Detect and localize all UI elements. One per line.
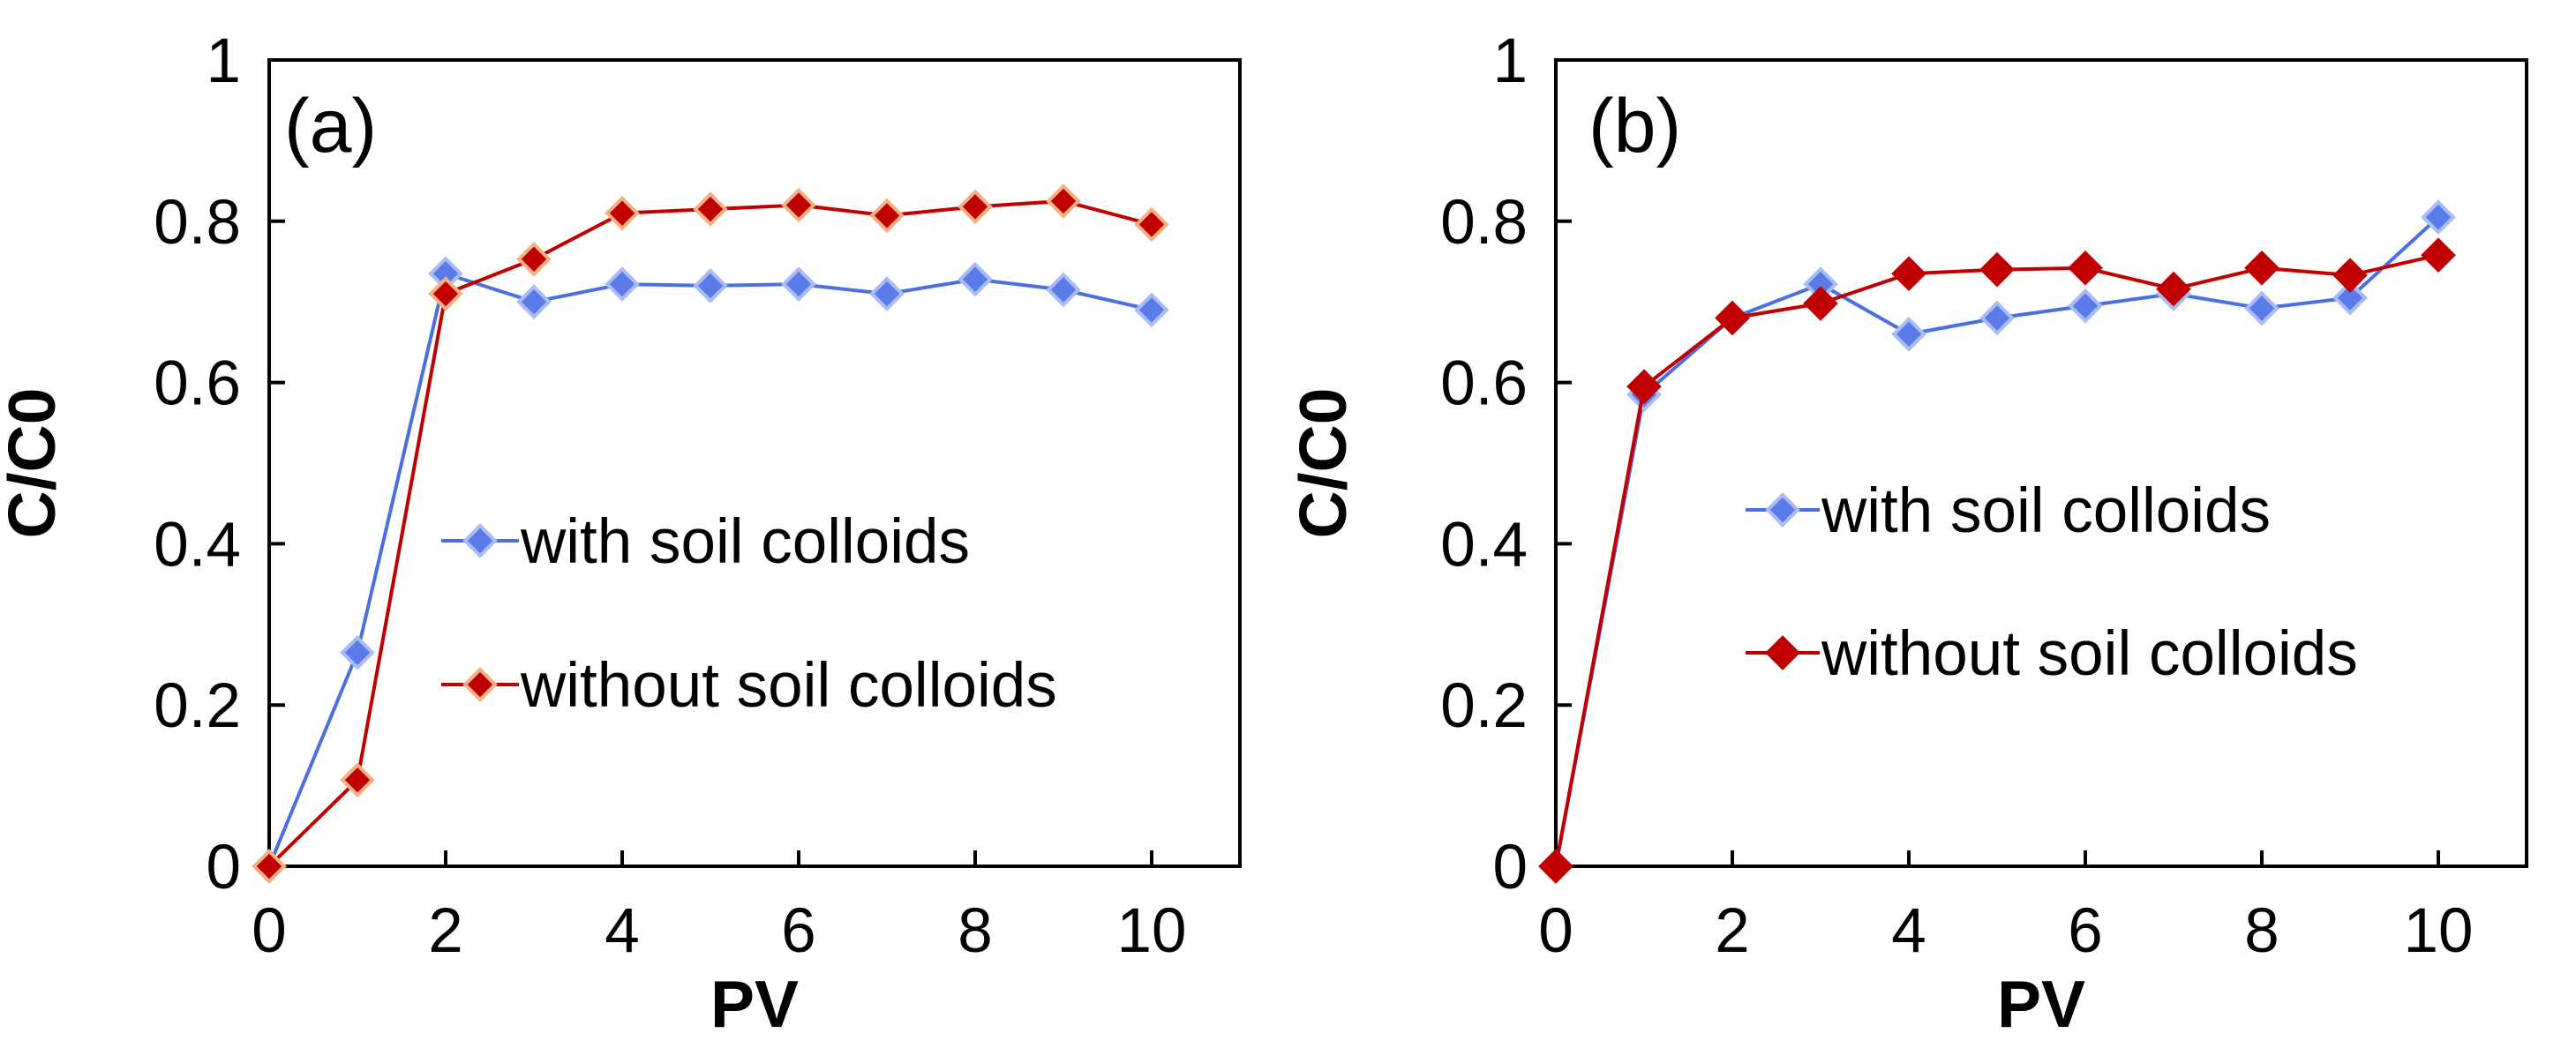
x-tick-label: 8: [958, 896, 993, 966]
data-point: [516, 284, 552, 320]
data-point: [1891, 316, 1926, 352]
series-without-soil-colloids: [1538, 237, 2456, 884]
y-tick-label: 0.4: [1440, 510, 1528, 580]
x-tick-label: 0: [1538, 896, 1573, 966]
data-point: [1979, 300, 2015, 336]
x-tick-label: 2: [428, 896, 463, 966]
data-point: [693, 268, 728, 303]
y-tick-label: 0.6: [154, 349, 241, 419]
x-tick-label: 6: [2068, 896, 2103, 966]
legend: with soil colloids without soil colloids: [1746, 476, 2358, 689]
x-tick-label: 6: [781, 896, 816, 966]
data-point: [2244, 250, 2279, 286]
x-tick-label: 10: [2404, 896, 2474, 966]
data-point: [958, 189, 993, 225]
y-tick-label: 0: [1493, 833, 1528, 902]
data-point: [781, 187, 816, 223]
data-point: [1891, 256, 1926, 292]
x-tick-label: 8: [2244, 896, 2279, 966]
x-tick-label: 2: [1715, 896, 1750, 966]
data-point: [2421, 199, 2456, 236]
x-axis-title: PV: [710, 967, 799, 1041]
x-tick-label: 10: [1117, 896, 1187, 966]
y-tick-label: 0.2: [154, 671, 241, 741]
data-point: [781, 266, 816, 302]
x-tick-label: 0: [252, 896, 287, 966]
y-axis-title: C/C0: [0, 388, 69, 539]
legend-label: with soil colloids: [520, 507, 970, 577]
data-point: [2332, 258, 2368, 293]
plot-frame: [1554, 58, 2528, 868]
data-point: [869, 198, 905, 234]
data-point: [2156, 271, 2191, 307]
legend: with soil colloids without soil colloids: [441, 507, 1057, 721]
legend-label: without soil colloids: [1821, 619, 2358, 689]
data-point: [869, 276, 905, 311]
data-point: [252, 849, 287, 884]
legend-marker: [1765, 492, 1800, 528]
data-point: [2244, 290, 2279, 326]
y-tick-label: 0.6: [1440, 349, 1528, 419]
x-tick-label: 4: [605, 896, 640, 966]
series-line: [1554, 253, 2439, 867]
x-axis-title: PV: [1997, 967, 2085, 1041]
data-point: [2332, 280, 2368, 316]
legend-marker: [1765, 635, 1800, 670]
legend-label: without soil colloids: [520, 651, 1057, 721]
y-tick-label: 0.8: [154, 188, 241, 258]
panel-label: (a): [284, 84, 377, 168]
y-tick-label: 1: [207, 26, 242, 96]
x-tick-label: 4: [1891, 896, 1926, 966]
data-point: [605, 195, 640, 231]
data-point: [1803, 286, 1838, 321]
series-without-soil-colloids: [252, 183, 1169, 884]
y-axis-title: C/C0: [1286, 388, 1360, 539]
data-point: [2421, 237, 2456, 273]
data-point: [693, 191, 728, 227]
data-point: [2068, 288, 2103, 324]
data-point: [516, 241, 552, 277]
data-point: [958, 261, 993, 297]
legend-label: with soil colloids: [1821, 476, 2271, 546]
data-point: [340, 634, 375, 670]
y-tick-label: 0.2: [1440, 671, 1528, 741]
data-point: [1715, 300, 1750, 336]
data-point: [1134, 206, 1169, 243]
data-point: [1046, 183, 1081, 219]
data-point: [428, 276, 463, 311]
series-with-soil-colloids: [252, 256, 1169, 884]
data-point: [1979, 251, 2015, 288]
data-point: [2068, 250, 2103, 286]
plot-frame: [267, 58, 1242, 868]
data-point: [1538, 849, 1573, 884]
panel-label: (b): [1588, 84, 1681, 168]
y-tick-label: 0: [207, 833, 242, 902]
y-tick-label: 0.8: [1440, 188, 1528, 258]
y-tick-label: 1: [1493, 26, 1528, 96]
data-point: [605, 266, 640, 302]
data-point: [340, 762, 375, 798]
legend-marker: [462, 523, 498, 558]
legend-marker: [462, 667, 498, 702]
data-point: [1046, 272, 1081, 308]
y-tick-label: 0.4: [154, 510, 241, 580]
data-point: [1626, 369, 1662, 404]
data-point: [1134, 292, 1169, 328]
